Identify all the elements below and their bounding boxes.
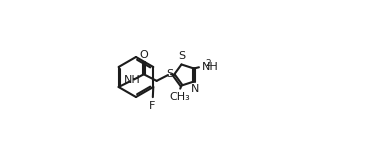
Text: S: S: [178, 51, 185, 61]
Text: S: S: [166, 69, 173, 79]
Text: NH: NH: [124, 75, 140, 85]
Text: F: F: [149, 101, 155, 111]
Text: CH₃: CH₃: [169, 92, 190, 102]
Text: 2: 2: [206, 59, 211, 68]
Text: O: O: [140, 51, 148, 60]
Text: N: N: [190, 84, 199, 94]
Text: NH: NH: [202, 62, 218, 72]
